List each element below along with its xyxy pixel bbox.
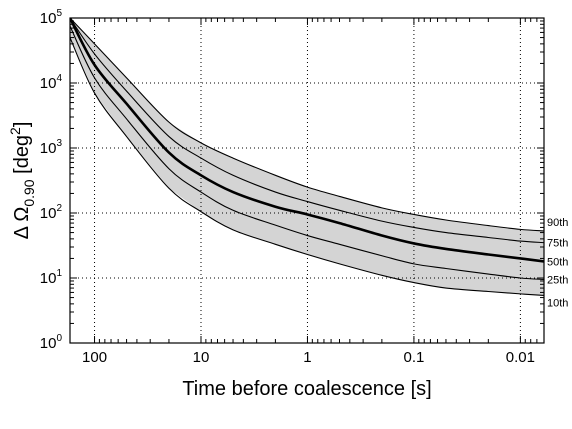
y-tick-label-exponent: 2: [56, 203, 62, 214]
x-tick-label: 100: [82, 349, 107, 366]
y-tick-label-base: 10: [40, 75, 57, 92]
series-line-90th: [70, 18, 544, 232]
y-axis-title-unit: [deg: [11, 135, 33, 179]
x-tick-label: 10: [193, 349, 210, 366]
y-tick-label-base: 10: [40, 270, 57, 287]
y-tick-label-exponent: 0: [56, 333, 62, 344]
percentile-label-10th: 10th: [547, 297, 568, 309]
series-line-10th: [70, 37, 544, 296]
x-tick-label: 0.01: [506, 349, 535, 366]
percentile-label-25th: 25th: [547, 274, 568, 286]
series-line-25th: [70, 25, 544, 280]
percentile-label-bg: [545, 254, 572, 268]
x-axis-title: Time before coalescence [s]: [182, 378, 431, 400]
percentile-label-bg: [545, 235, 572, 249]
percentile-label-75th: 75th: [547, 238, 568, 250]
y-axis-title-subscript: 0.90: [21, 179, 37, 206]
y-tick-label-exponent: 5: [56, 8, 62, 19]
y-tick-label-base: 10: [40, 140, 57, 157]
x-tick-label: 0.1: [403, 349, 424, 366]
y-tick-label-base: 10: [40, 10, 57, 27]
y-tick-label: 100: [40, 333, 63, 352]
chart-labels: 100 10 1 0.1 0.0110010110210310410590th75th5…: [7, 8, 572, 400]
series-line-50th: [70, 18, 544, 263]
y-tick-label: 101: [40, 268, 63, 287]
percentile-label-50th: 50th: [547, 256, 568, 268]
plot-area: [69, 17, 545, 344]
percentile-label-90th: 90th: [547, 217, 568, 229]
y-tick-label: 104: [40, 73, 63, 92]
y-tick-label-exponent: 3: [56, 138, 62, 149]
y-axis-title: Δ Ω0.90 [deg2]: [7, 122, 37, 240]
plot-clipped-group: [70, 18, 544, 343]
y-axis-title-main: Δ Ω: [11, 207, 33, 240]
x-tick-label: 1: [303, 349, 311, 366]
percentile-label-bg: [545, 272, 572, 286]
y-tick-label: 102: [40, 203, 63, 222]
y-tick-label: 103: [40, 138, 63, 157]
series-line-75th: [70, 18, 544, 244]
y-tick-label: 105: [40, 8, 63, 27]
y-tick-label-base: 10: [40, 205, 57, 222]
percentile-label-bg: [545, 214, 572, 228]
y-axis-title-unit-close: ]: [11, 122, 33, 128]
percentile-label-bg: [545, 295, 572, 309]
y-tick-label-base: 10: [40, 335, 57, 352]
y-axis-title-superscript: 2: [7, 127, 23, 135]
y-tick-label-exponent: 1: [56, 268, 62, 279]
confidence-band: [70, 18, 544, 296]
y-tick-label-exponent: 4: [56, 73, 62, 84]
